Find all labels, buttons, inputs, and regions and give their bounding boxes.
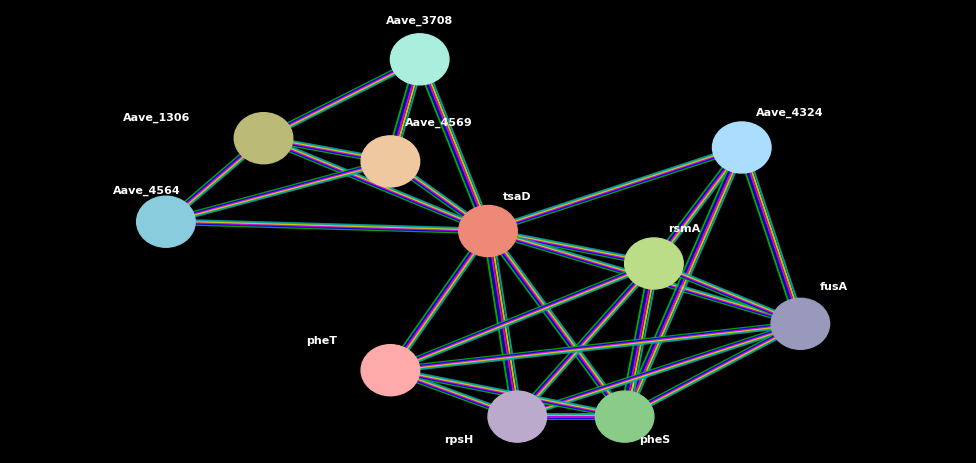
Text: pheT: pheT [305,335,337,345]
Ellipse shape [595,391,654,442]
Ellipse shape [361,345,420,396]
Text: Aave_3708: Aave_3708 [386,15,453,25]
Text: Aave_4324: Aave_4324 [756,108,824,118]
Text: fusA: fusA [820,282,848,292]
Ellipse shape [771,299,830,350]
Text: Aave_1306: Aave_1306 [123,113,190,123]
Ellipse shape [488,391,547,442]
Text: tsaD: tsaD [503,191,531,201]
Text: Aave_4564: Aave_4564 [113,185,181,195]
Text: rpsH: rpsH [444,434,473,444]
Ellipse shape [712,123,771,174]
Text: rsmA: rsmA [669,224,701,234]
Text: Aave_4569: Aave_4569 [405,117,472,127]
Ellipse shape [137,197,195,248]
Ellipse shape [459,206,517,257]
Ellipse shape [625,238,683,289]
Text: pheS: pheS [639,434,671,444]
Ellipse shape [390,35,449,86]
Ellipse shape [234,113,293,164]
Ellipse shape [361,137,420,188]
